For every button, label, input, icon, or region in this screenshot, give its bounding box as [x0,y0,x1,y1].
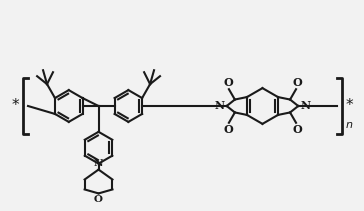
Text: *: * [346,99,353,114]
Text: O: O [223,77,233,88]
Text: N: N [94,159,103,168]
Text: n: n [346,120,353,130]
Text: N: N [215,100,225,111]
Text: N: N [300,100,310,111]
Text: O: O [223,124,233,135]
Text: *: * [11,99,19,114]
Text: O: O [292,77,302,88]
Text: O: O [292,124,302,135]
Text: O: O [94,195,103,204]
